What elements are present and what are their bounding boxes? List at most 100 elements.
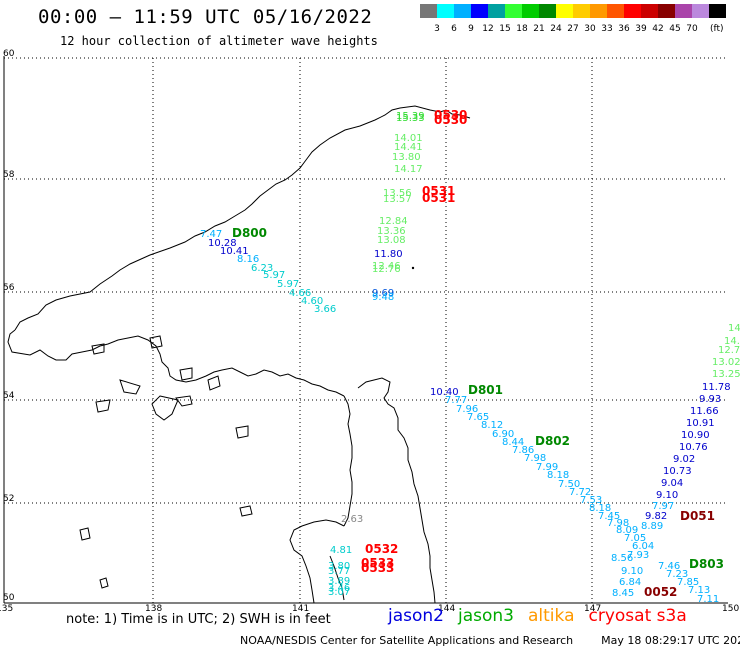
satellite-legend-item: cryosat s3a	[588, 606, 687, 626]
wave-height-label: 15.33	[396, 113, 425, 124]
scale-label: 42	[652, 24, 663, 34]
wave-height-label: 7.85	[677, 577, 699, 588]
pass-time-label: 0530	[434, 113, 467, 127]
pass-time-label: 0531	[422, 184, 455, 198]
sakhalin-west	[343, 395, 353, 527]
color-swatch	[573, 4, 590, 18]
scale-label: 30	[584, 24, 596, 34]
wave-height-label: 7.47	[200, 229, 222, 240]
wave-height-label: 8.16	[237, 254, 259, 265]
wave-height-label: 7.98	[524, 453, 546, 464]
pass-time-label: 0531	[422, 191, 455, 205]
islands-6	[239, 505, 253, 517]
wave-height-label: 9.10	[621, 566, 643, 577]
wave-height-label: 11.78	[702, 382, 731, 393]
pass-time-label: 0532	[365, 542, 398, 556]
wave-height-label: 7.86	[512, 445, 534, 456]
wave-height-label: 7.98	[607, 518, 629, 529]
color-swatch	[641, 4, 658, 18]
wave-height-label: 7.05	[624, 533, 646, 544]
wave-height-label: 13.57	[383, 194, 412, 205]
wave-height-label: 7.99	[536, 462, 558, 473]
wave-height-label: 8.18	[589, 503, 611, 514]
wave-height-label: 9.82	[645, 511, 667, 522]
wave-height-label: 4.66	[289, 288, 311, 299]
wave-height-label: 8.18	[547, 470, 569, 481]
wave-height-label: 13.02	[712, 357, 740, 368]
wave-height-label: 10.28	[208, 238, 237, 249]
wave-height-label: 4.81	[330, 545, 352, 556]
wave-height-label: 14.41	[394, 142, 423, 153]
wave-height-label: 7.72	[569, 487, 591, 498]
wave-height-label: 8.12	[481, 420, 503, 431]
scale-label: 9	[468, 24, 474, 34]
color-swatch	[675, 4, 692, 18]
scale-label: 24	[550, 24, 562, 34]
wave-height-label: 13.56	[383, 188, 412, 199]
lat-label: 50	[3, 593, 15, 603]
scale-label: 3	[434, 24, 440, 34]
wave-height-label: 10.41	[220, 246, 249, 257]
map-frame	[3, 56, 728, 604]
color-swatch	[556, 4, 573, 18]
axis-labels: 60 58 56 54 52 50135 138 141 144 147 150	[0, 49, 739, 614]
color-swatch	[420, 4, 437, 18]
coastline	[7, 105, 471, 604]
color-swatch	[692, 4, 709, 18]
wave-height-label: 9.10	[656, 490, 678, 501]
wave-height-label: 7.13	[688, 585, 710, 596]
color-swatch	[658, 4, 675, 18]
islands-8	[91, 343, 105, 355]
wave-height-label: 7.23	[666, 569, 688, 580]
islands-2	[151, 395, 179, 421]
scale-label: 12	[482, 24, 493, 34]
wave-height-label: 3.80	[328, 561, 350, 572]
wave-height-label: 12.46	[372, 261, 401, 272]
pass-time-label: D803	[689, 557, 724, 571]
wave-height-label: 7.53	[580, 495, 602, 506]
islands-4	[95, 399, 111, 413]
color-swatch	[437, 4, 454, 18]
satellite-legend-item: jason2	[388, 606, 444, 626]
lon-label: 135	[0, 604, 13, 614]
lat-label: 56	[3, 283, 15, 293]
footnote: note: 1) Time is in UTC; 2) SWH is in fe…	[66, 612, 331, 627]
wave-height-label: 7.46	[658, 561, 680, 572]
wave-height-label: 14	[728, 323, 740, 334]
kuril-chain	[329, 555, 345, 601]
pass-time-label: 0530	[434, 108, 467, 122]
islands-11	[149, 335, 163, 349]
wave-height-label: 9.04	[661, 478, 683, 489]
pass-time-label: 0533	[361, 561, 394, 575]
color-swatch	[624, 4, 641, 18]
color-swatch	[471, 4, 488, 18]
wave-height-label: 9.93	[699, 394, 721, 405]
wave-height-label: 8.44	[502, 437, 524, 448]
mainland-southwest	[289, 519, 345, 604]
lon-label: 150	[722, 604, 739, 614]
wave-height-label: 5.97	[263, 270, 285, 281]
islands-12	[79, 527, 91, 541]
credit-footer: NOAA/NESDIS Center for Satellite Applica…	[240, 634, 740, 647]
wave-height-label: 3.77	[328, 566, 350, 577]
islands-10	[207, 375, 221, 391]
wave-height-label: 10.76	[679, 442, 708, 453]
wave-height-label: 13.25	[712, 369, 740, 380]
wave-height-label: 6.23	[251, 263, 273, 274]
lon-label: 144	[438, 604, 455, 614]
wave-height-label: 10.73	[663, 466, 692, 477]
wave-height-label: 3.89	[328, 576, 350, 587]
color-swatch	[590, 4, 607, 18]
islands-9	[179, 367, 193, 381]
lat-label: 52	[3, 494, 14, 504]
satellite-legend-item: altika	[528, 606, 575, 626]
wave-height-label: 13.08	[377, 235, 406, 246]
wave-height-label: 11.66	[690, 406, 719, 417]
scale-label: 70	[686, 24, 698, 34]
timestamp: May 18 08:29:17 UTC 2022	[601, 634, 740, 647]
pass-time-label: D801	[468, 383, 503, 397]
color-swatch	[454, 4, 471, 18]
scale-label: 27	[567, 24, 578, 34]
